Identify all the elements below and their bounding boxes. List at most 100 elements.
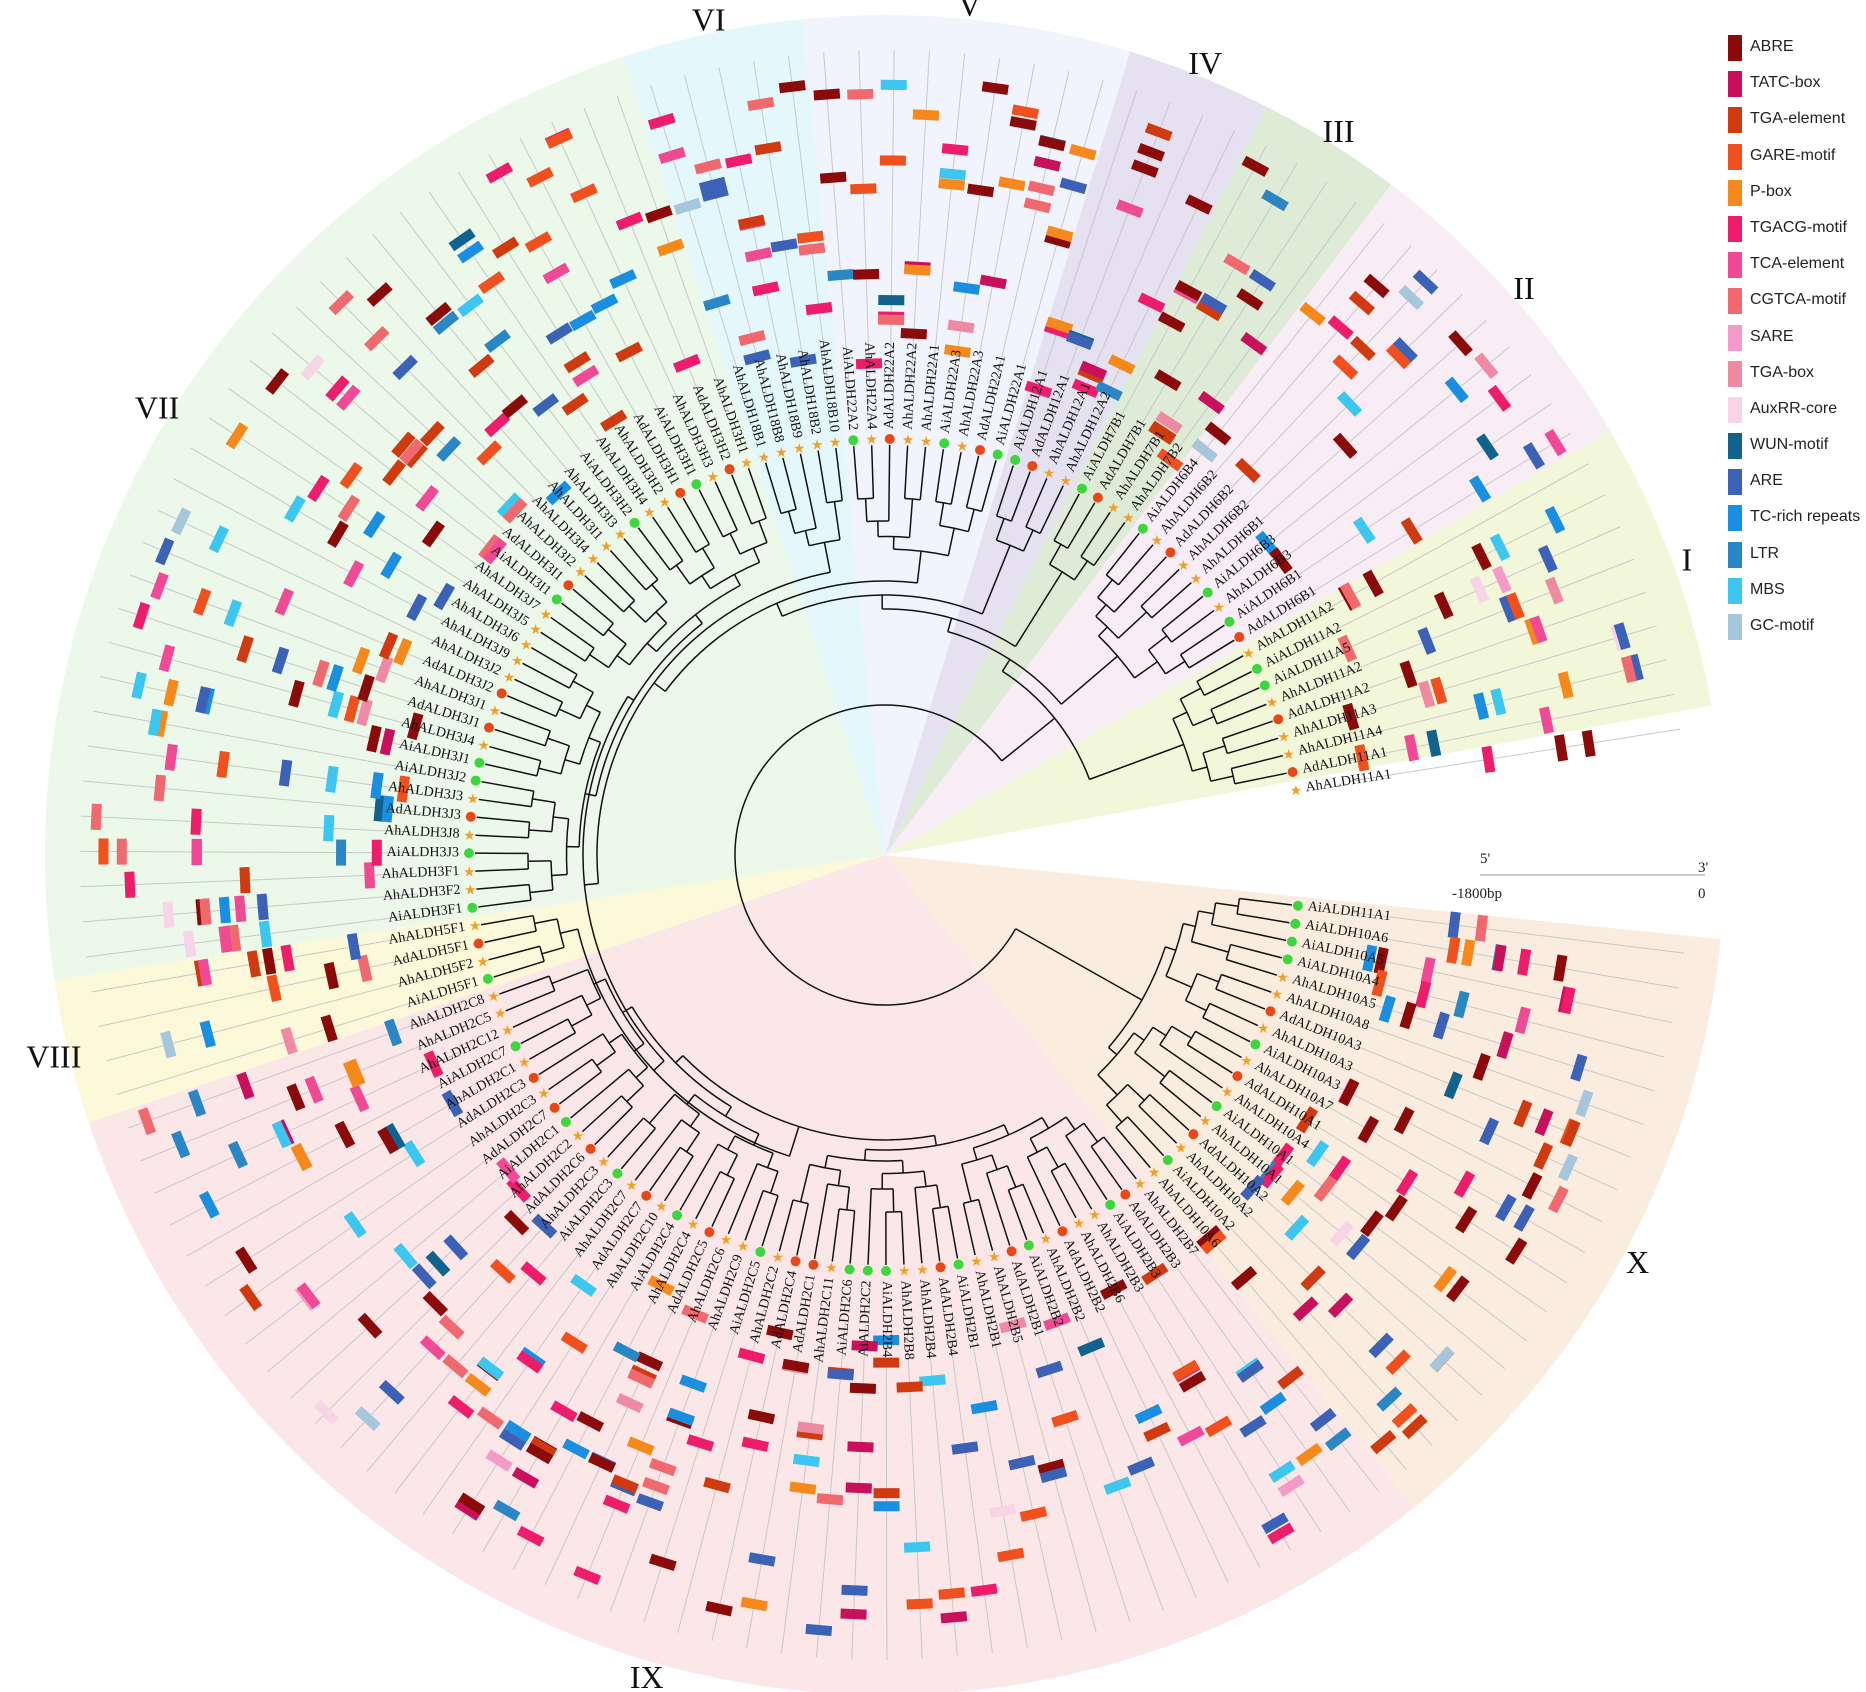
tree-branch [1198, 910, 1214, 915]
tree-branch [916, 551, 922, 583]
promoter-line [399, 211, 603, 481]
legend-swatch [1728, 143, 1742, 170]
gene-marker-dot [935, 1262, 946, 1273]
tree-branch [529, 1032, 576, 1060]
gene-marker-dot [1023, 1240, 1034, 1251]
tree-branch [570, 1068, 630, 1119]
tree-branch [607, 628, 627, 645]
cis-element-mbs [496, 492, 522, 519]
gene-marker-dot [1006, 1246, 1017, 1257]
tree-branch [947, 630, 1062, 705]
tree-branch [586, 997, 601, 1006]
promoter-line [169, 1070, 468, 1226]
tree-branch [1090, 1136, 1105, 1148]
gene-label: AiALDH2B4 [879, 1281, 894, 1357]
gene-label: AhALDH2B8 [897, 1280, 916, 1360]
gene-marker-dot [953, 1259, 964, 1270]
tree-branch [1215, 902, 1239, 908]
tree-branch [1230, 943, 1283, 959]
cis-element-tatc-box [1197, 390, 1225, 415]
promoter-line [1349, 728, 1681, 782]
cis-element-mbs [208, 525, 229, 554]
tree-branch [596, 571, 831, 884]
cis-element-tga-element [1143, 1421, 1171, 1442]
clade-sector-V [802, 15, 1131, 856]
clade-sectors [45, 15, 1721, 1692]
cis-element-tga-element [378, 631, 399, 660]
cis-element-tca-element [336, 384, 361, 411]
cis-element-ltr [1376, 1386, 1403, 1412]
cis-element-p-box [1068, 143, 1097, 161]
promoter-line [1121, 1260, 1292, 1551]
tree-branch [616, 654, 630, 666]
tree-branch [753, 1133, 760, 1146]
tree-branch [1095, 604, 1107, 617]
cis-element-cgtca-motif [438, 1314, 465, 1340]
cis-element-tga-element [1533, 1142, 1554, 1170]
cis-element-are [1240, 1174, 1266, 1201]
cis-element-tgacg-motif [1267, 1522, 1295, 1545]
cis-element-tatc-box [979, 274, 1007, 290]
tree-branch [506, 695, 557, 718]
cis-element-abre [966, 183, 995, 198]
tree-branch [919, 446, 927, 500]
gene-marker-star: ★ [706, 470, 719, 485]
cis-element-gare-motif [545, 128, 574, 149]
cis-element-gare-motif [1172, 1359, 1200, 1382]
gene-marker-dot [467, 902, 478, 913]
promoter-line [951, 58, 1001, 390]
cis-element-are [1127, 1456, 1156, 1476]
cis-element-are [1570, 1053, 1588, 1082]
gene-label: AhALDH22A4 [861, 342, 879, 430]
cis-element-cgtca-motif [1027, 180, 1056, 197]
cis-element-tatc-box [1496, 1031, 1514, 1059]
gene-marker-star: ★ [1177, 559, 1190, 574]
cis-element-abre [357, 674, 375, 702]
cis-element-gare-motif [1200, 1229, 1227, 1255]
legend-label: MBS [1750, 580, 1785, 598]
cis-element-abre [357, 1312, 383, 1339]
cis-element-p-box [464, 1372, 492, 1397]
cis-element-are [1345, 1233, 1371, 1261]
gene-marker-star: ★ [1122, 512, 1135, 527]
gene-marker-star: ★ [1278, 731, 1291, 746]
tree-branch [981, 545, 1011, 615]
tree-branch [694, 614, 703, 624]
tree-branch [628, 605, 647, 623]
cis-element-mbs [1306, 1140, 1330, 1168]
cis-element-are [443, 1234, 469, 1261]
cis-element-cgtca-motif [1337, 634, 1358, 663]
gene-marker-dot [1165, 547, 1176, 558]
cis-element-p-box [1433, 1265, 1458, 1293]
promoter-line [609, 1296, 726, 1612]
tree-branch [914, 1187, 923, 1264]
promoter-line [106, 974, 431, 1062]
gene-marker-star: ★ [511, 654, 524, 669]
promoter-line [157, 509, 461, 655]
cis-element-wun-motif [1077, 1337, 1106, 1357]
promoter-line [154, 1052, 459, 1194]
tree-branch [1105, 532, 1140, 576]
tree-branch [991, 1154, 998, 1170]
tree-branch [633, 1042, 645, 1052]
cis-element-tgacg-motif [686, 1434, 715, 1452]
tree-branch [620, 1127, 656, 1170]
cis-element-tga-element [1141, 1262, 1169, 1286]
cis-element-cgtca-motif [738, 329, 766, 347]
cis-element-are [789, 353, 817, 368]
cis-element-tc-rich-repeats [326, 664, 344, 692]
cis-element-p-box [626, 1436, 655, 1456]
tree-branch [1165, 660, 1186, 675]
cis-element-tca-element [234, 895, 247, 923]
gene-marker-dot [1137, 523, 1148, 534]
tree-branch [1080, 511, 1111, 558]
cis-element-tga-element [563, 351, 591, 374]
cis-element-tc-rich-repeats [380, 551, 403, 580]
cis-element-tgacg-motif [1453, 1170, 1476, 1198]
gene-marker-star: ★ [518, 1056, 531, 1071]
tree-branch [646, 642, 657, 653]
tree-branch [631, 1006, 732, 1108]
tree-branch [1221, 973, 1272, 993]
tree-branch [867, 1188, 872, 1265]
cis-element-abre [1554, 734, 1569, 762]
